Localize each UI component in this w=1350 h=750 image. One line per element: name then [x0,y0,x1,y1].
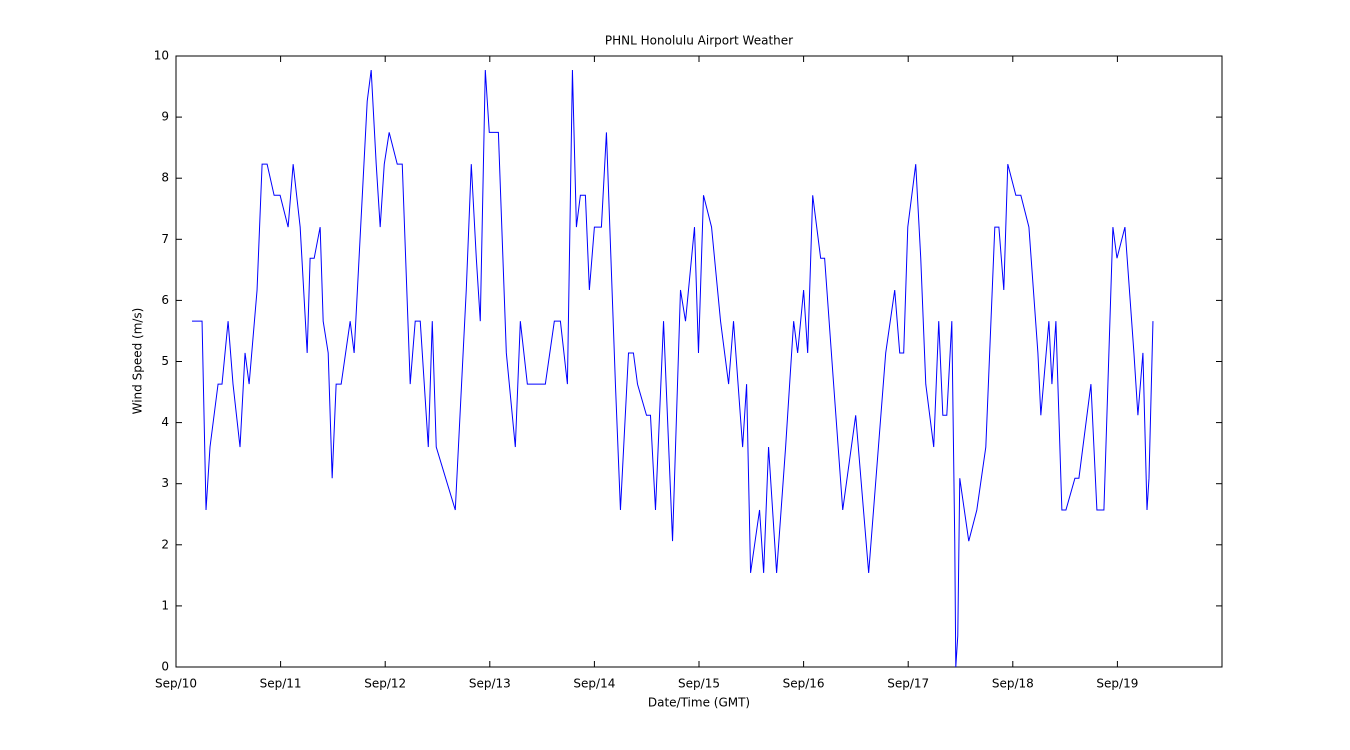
y-axis-label: Wind Speed (m/s) [131,308,145,415]
y-tick-label: 4 [161,415,169,429]
x-tick-label: Sep/13 [469,677,511,691]
x-tick-label: Sep/10 [155,677,197,691]
y-tick-label: 2 [161,537,169,551]
x-tick-label: Sep/17 [887,677,929,691]
y-tick-label: 3 [161,476,169,490]
y-tick-label: 0 [161,660,169,674]
x-tick-label: Sep/16 [783,677,825,691]
y-tick-label: 7 [161,232,169,246]
y-tick-label: 6 [161,293,169,307]
x-tick-label: Sep/11 [260,677,302,691]
y-tick-label: 1 [161,598,169,612]
y-tick-label: 8 [161,171,169,185]
x-tick-label: Sep/14 [573,677,615,691]
x-tick-label: Sep/18 [992,677,1034,691]
plot-frame [175,55,1223,668]
y-tick-label: 9 [161,110,169,124]
data-line [192,69,1154,668]
chart-title: PHNL Honolulu Airport Weather [605,34,793,48]
x-tick-label: Sep/12 [364,677,406,691]
y-tick-label: 5 [161,354,169,368]
y-tick-label: 10 [154,49,169,63]
x-tick-label: Sep/19 [1096,677,1138,691]
x-tick-label: Sep/15 [678,677,720,691]
x-axis-label: Date/Time (GMT) [648,696,750,710]
